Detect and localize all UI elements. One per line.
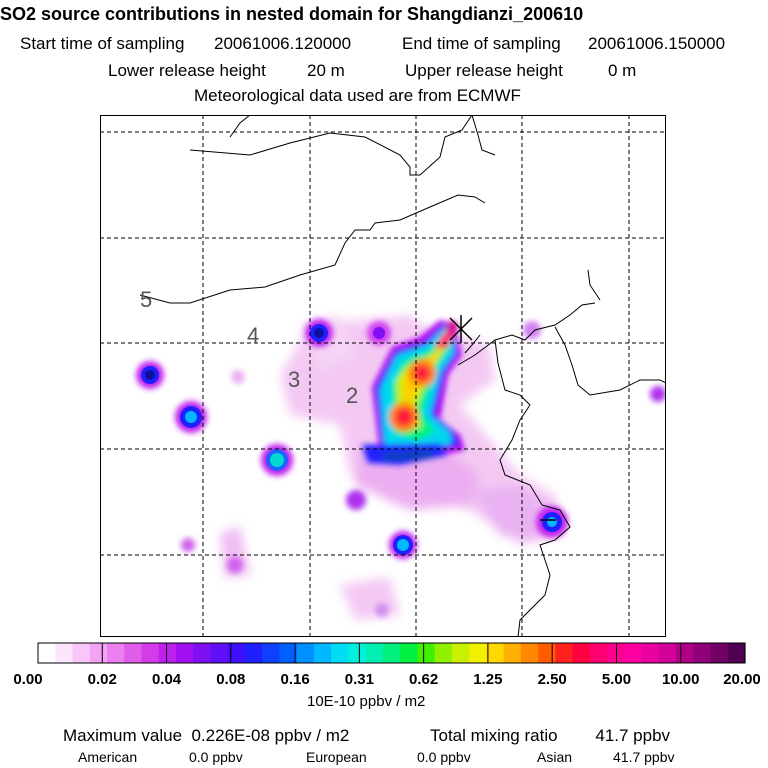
- end-time-label: End time of sampling: [402, 34, 561, 53]
- colorbar-swatch: [469, 643, 487, 663]
- colorbar-tick-label: 2.50: [538, 671, 567, 688]
- lower-release-label: Lower release height: [108, 61, 266, 80]
- colorbar-swatch: [210, 643, 229, 663]
- colorbar-tick-label: 0.16: [280, 671, 309, 688]
- colorbar-swatch: [72, 643, 91, 663]
- colorbar-swatch: [193, 643, 212, 663]
- colorbar-tick-label: 5.00: [602, 671, 631, 688]
- european-value: 0.0 ppbv: [417, 749, 471, 765]
- colorbar-swatch: [538, 643, 556, 663]
- chart-title: SO2 source contributions in nested domai…: [0, 4, 584, 24]
- colorbar-swatch: [451, 643, 470, 663]
- total-value-text: 41.7 ppbv: [595, 726, 671, 745]
- colorbar-swatch: [141, 643, 160, 663]
- plot-frame: [100, 115, 666, 637]
- colorbar-swatch: [313, 643, 332, 663]
- colorbar-swatch: [520, 643, 539, 663]
- main-plume: [362, 320, 465, 465]
- american-label: American: [78, 749, 138, 765]
- lower-release-value: 20 m: [307, 61, 345, 80]
- colorbar-swatch: [641, 643, 660, 663]
- colorbar-tick-label: 0.31: [345, 671, 374, 688]
- colorbar-swatch: [279, 643, 298, 663]
- receptor-marker: [449, 315, 473, 343]
- colorbar-swatch: [417, 643, 436, 663]
- asian-value: 41.7 ppbv: [613, 749, 675, 765]
- colorbar-tick-label: 0.02: [88, 671, 117, 688]
- upper-release-label: Upper release height: [405, 61, 563, 80]
- colorbar-tick-label: 0.08: [216, 671, 245, 688]
- colorbar-swatch: [572, 643, 591, 663]
- american-value: 0.0 ppbv: [189, 749, 243, 765]
- max-label-text: Maximum value: [63, 726, 183, 745]
- colorbar-swatch: [348, 643, 367, 663]
- contour-label-3: 3: [288, 367, 300, 392]
- map-borders: [139, 115, 666, 637]
- colorbar-swatch: [38, 643, 56, 663]
- colorbar-tick-label: 0.04: [152, 671, 182, 688]
- colorbar-swatch: [503, 643, 522, 663]
- colorbar-swatch: [693, 643, 712, 663]
- colorbar-swatch: [676, 643, 694, 663]
- colorbar-swatch: [158, 643, 177, 663]
- start-time-value: 20061006.120000: [214, 34, 352, 53]
- colorbar-swatch: [727, 643, 746, 663]
- european-label: European: [306, 749, 367, 765]
- colorbar-swatch: [89, 643, 108, 663]
- total-mixing-label: Total mixing ratio 41.7 ppbv: [430, 726, 670, 746]
- colorbar-swatch: [434, 643, 453, 663]
- colorbar-swatch: [555, 643, 574, 663]
- start-time-label: Start time of sampling: [20, 34, 185, 53]
- colorbar-swatch: [262, 643, 281, 663]
- colorbar-swatch: [227, 643, 246, 663]
- colorbar-swatch: [296, 643, 315, 663]
- colorbar-swatch: [658, 643, 677, 663]
- map-plot: 5 4 3 2: [100, 115, 666, 637]
- colorbar-swatch: [55, 643, 74, 663]
- colorbar-swatch: [486, 643, 505, 663]
- contour-label-2: 2: [346, 383, 358, 408]
- colorbar-swatch: [589, 643, 608, 663]
- colorbar-swatch: [382, 643, 401, 663]
- contour-label-5: 5: [140, 287, 152, 312]
- colorbar-tick-label: 10.00: [662, 671, 700, 688]
- contour-label-4: 4: [247, 323, 259, 348]
- colorbar-unit: 10E-10 ppbv / m2: [307, 693, 426, 710]
- met-data-note: Meteorological data used are from ECMWF: [194, 86, 521, 105]
- colorbar-tick-label: 1.25: [473, 671, 502, 688]
- asian-label: Asian: [537, 749, 573, 765]
- colorbar-swatch: [124, 643, 143, 663]
- colorbar-swatch: [624, 643, 643, 663]
- max-value-text: 0.226E-08 ppbv / m2: [191, 726, 350, 745]
- colorbar-swatch: [106, 643, 125, 663]
- map-grid: [100, 115, 666, 637]
- total-label-text: Total mixing ratio: [430, 726, 558, 745]
- colorbar-swatch: [710, 643, 729, 663]
- colorbar-swatch: [400, 643, 418, 663]
- upper-release-value: 0 m: [608, 61, 637, 80]
- colorbar-swatch: [244, 643, 263, 663]
- max-value-label: Maximum value 0.226E-08 ppbv / m2: [63, 726, 349, 746]
- end-time-value: 20061006.150000: [588, 34, 726, 53]
- source-spots: [136, 319, 666, 617]
- colorbar-swatch: [331, 643, 349, 663]
- colorbar-tick-label: 20.00: [723, 671, 761, 688]
- colorbar: 0.00 0.02 0.04 0.08 0.16 0.31 0.62 1.25 2.50 5.00…: [0, 640, 768, 690]
- colorbar-tick-label: 0.62: [409, 671, 438, 688]
- colorbar-swatch: [175, 643, 194, 663]
- colorbar-tick-label: 0.00: [13, 671, 42, 688]
- colorbar-swatch: [365, 643, 384, 663]
